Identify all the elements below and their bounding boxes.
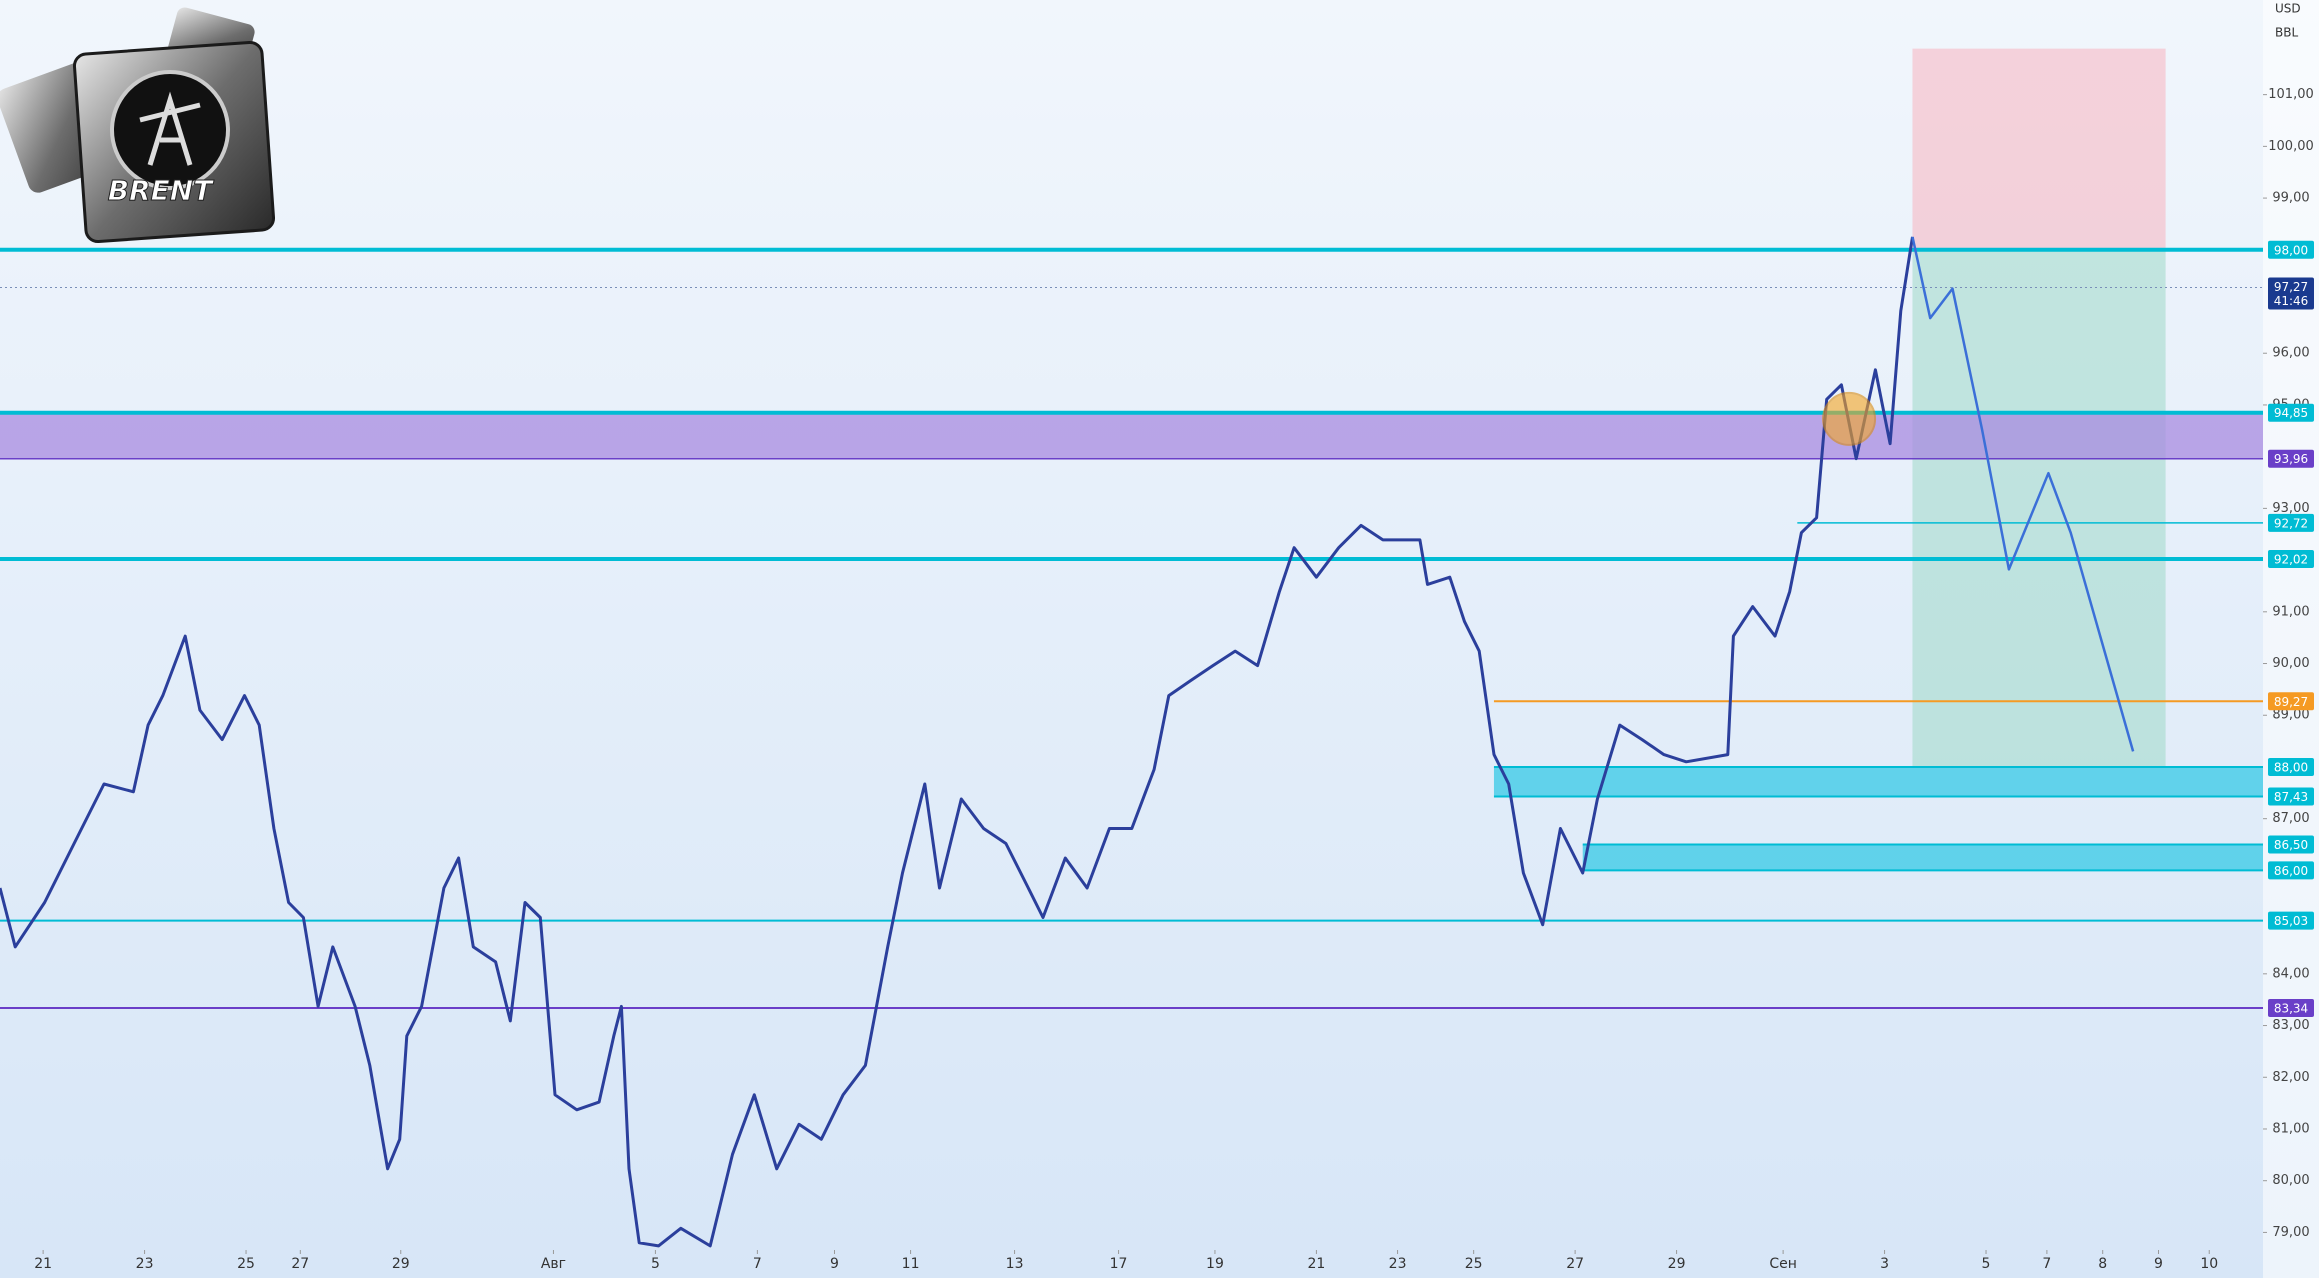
y-tick-label: 91,00	[2272, 604, 2309, 619]
price-axis	[2263, 0, 2319, 1278]
plot-area: 79,00 80,00 81,00 82,00 83,00 84,00 87,00 89,00…	[0, 48, 2314, 1272]
x-tick-label: 19	[1206, 1256, 1224, 1272]
level-label-box	[2268, 550, 2314, 569]
level-label: 98,00	[2274, 243, 2308, 257]
level-label: 86,00	[2274, 864, 2308, 878]
level-label-box	[2268, 998, 2314, 1017]
x-tick-label: 7	[2042, 1256, 2051, 1272]
level-label: 86,50	[2274, 838, 2308, 852]
target-zone	[1912, 249, 2166, 767]
x-tick-label: 8	[2098, 1256, 2107, 1272]
x-tick-label: Сен	[1769, 1256, 1797, 1272]
last-price-label: 97,27	[2274, 280, 2308, 294]
x-tick-label: 21	[1307, 1256, 1325, 1272]
price-line	[0, 236, 1914, 1248]
level-label-box	[2268, 787, 2314, 806]
y-tick-label: 100,00	[2268, 139, 2314, 154]
y-tick-label: 87,00	[2272, 811, 2309, 826]
x-tick-label: 7	[753, 1256, 762, 1272]
level-label: 87,43	[2274, 790, 2308, 804]
x-tick-label: 21	[34, 1256, 52, 1272]
x-tick-label: 5	[651, 1256, 660, 1272]
x-tick-label: 10	[2200, 1256, 2218, 1272]
y-tick-label: 90,00	[2272, 656, 2309, 671]
level-label: 83,34	[2274, 1001, 2308, 1015]
y-tick-label: 101,00	[2268, 87, 2314, 102]
currency-selector[interactable]: USD BBL	[2275, 2, 2301, 40]
x-tick-label: 25	[237, 1256, 255, 1272]
y-tick-label: 82,00	[2272, 1070, 2309, 1085]
level-label-box	[2268, 911, 2314, 930]
y-tick-label: 93,00	[2272, 501, 2309, 516]
level-label-box	[2268, 692, 2314, 711]
x-tick-label: 27	[291, 1256, 309, 1272]
currency[interactable]: USD	[2275, 2, 2301, 16]
zone	[1493, 766, 2263, 797]
level-label-box	[2268, 757, 2314, 776]
x-tick-label: 25	[1465, 1256, 1483, 1272]
x-tick-label: 27	[1566, 1256, 1584, 1272]
x-tick-label: 23	[1389, 1256, 1407, 1272]
logo-derrick	[139, 91, 201, 166]
projection-line	[1911, 236, 2135, 752]
x-tick-label: 13	[1006, 1256, 1024, 1272]
level-label-box	[2268, 835, 2314, 854]
x-tick-label: 29	[1668, 1256, 1686, 1272]
x-tick-label: 9	[2154, 1256, 2163, 1272]
zone	[0, 412, 2263, 459]
x-tick-label: Авг	[541, 1256, 566, 1272]
x-tick-label: 17	[1110, 1256, 1128, 1272]
zone	[1582, 844, 2263, 871]
level-label: 88,00	[2274, 760, 2308, 774]
x-tick-label: 9	[830, 1256, 839, 1272]
countdown: 41:46	[2274, 294, 2309, 308]
level-label-box	[2268, 449, 2314, 468]
y-tick-label: 79,00	[2272, 1225, 2309, 1240]
x-tick-label: 3	[1880, 1256, 1889, 1272]
level-label: 93,96	[2274, 452, 2308, 466]
logo-text: BRENT	[108, 174, 214, 207]
level-label-box	[2268, 861, 2314, 880]
y-tick-label: 80,00	[2272, 1173, 2309, 1188]
x-tick-label: 5	[1982, 1256, 1991, 1272]
level-label: 85,03	[2274, 914, 2308, 928]
y-tick-label: 99,00	[2272, 191, 2309, 206]
level-label: 89,27	[2274, 695, 2308, 709]
level-label: 92,02	[2274, 553, 2308, 567]
level-label: 92,72	[2274, 516, 2308, 530]
y-tick-label: 81,00	[2272, 1121, 2309, 1136]
x-tick-label: 11	[902, 1256, 920, 1272]
stop-zone	[1912, 48, 2166, 250]
level-label-box	[2268, 240, 2314, 259]
x-tick-label: 23	[136, 1256, 154, 1272]
y-tick-label: 89,00	[2272, 708, 2309, 723]
y-tick-label: 96,00	[2272, 346, 2309, 361]
x-tick-label: 29	[392, 1256, 410, 1272]
y-tick-label: 83,00	[2272, 1018, 2309, 1033]
logo-drop	[110, 70, 230, 190]
y-tick-label: 84,00	[2272, 966, 2309, 981]
logo: BRENT	[0, 7, 276, 244]
unit[interactable]: BBL	[2275, 26, 2298, 40]
highlight-marker	[1822, 391, 1877, 446]
level-label-box	[2268, 513, 2314, 532]
last-price-box	[2268, 277, 2314, 310]
level-label: 94,85	[2274, 406, 2308, 420]
level-label-box	[2268, 403, 2314, 422]
